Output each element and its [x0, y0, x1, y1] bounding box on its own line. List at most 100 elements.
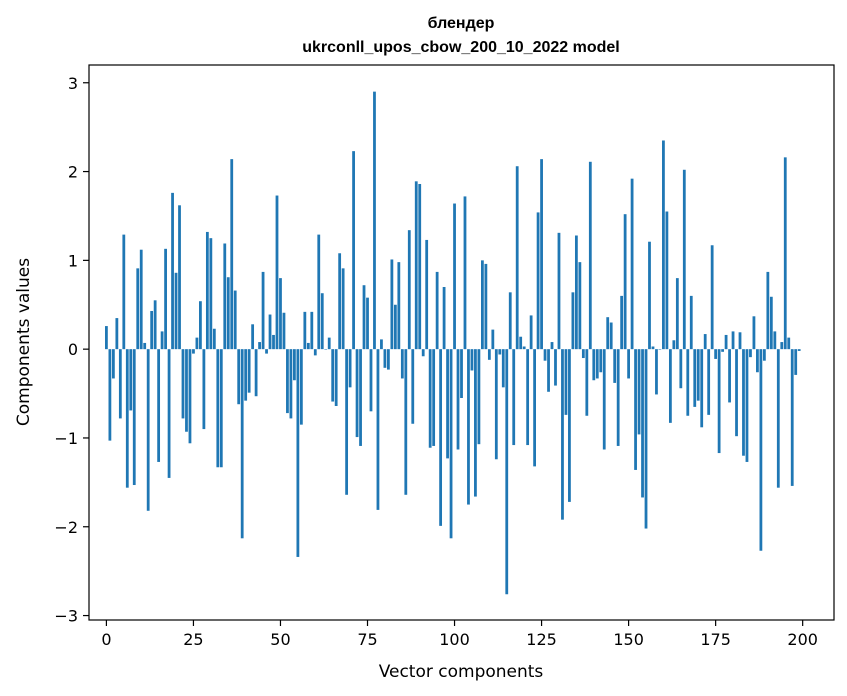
- bar-115: [505, 349, 509, 595]
- bar-93: [428, 349, 432, 448]
- bar-9: [136, 268, 140, 350]
- bar-20: [174, 272, 178, 350]
- bar-5: [122, 234, 126, 350]
- bar-126: [543, 349, 547, 361]
- bar-144: [606, 317, 610, 350]
- bar-138: [585, 349, 589, 416]
- bar-51: [282, 312, 286, 350]
- bar-82: [390, 259, 394, 350]
- bar-181: [735, 349, 738, 437]
- bar-196: [787, 337, 791, 350]
- bar-31: [212, 328, 216, 350]
- bar-151: [630, 178, 634, 350]
- bar-136: [578, 262, 582, 350]
- bar-86: [404, 349, 408, 495]
- bar-157: [651, 346, 655, 350]
- bar-195: [783, 157, 787, 350]
- bar-92: [425, 239, 429, 350]
- y-tick-label: 1: [68, 251, 78, 270]
- bar-111: [491, 329, 495, 350]
- bar-73: [359, 349, 362, 446]
- bar-186: [752, 316, 756, 350]
- bar-191: [769, 296, 773, 350]
- bar-27: [199, 301, 202, 350]
- bar-22: [181, 349, 185, 419]
- bar-18: [167, 349, 171, 478]
- bar-19: [171, 192, 174, 350]
- bar-171: [700, 349, 704, 428]
- bar-55: [296, 349, 300, 557]
- bar-52: [286, 349, 289, 414]
- bar-10: [139, 249, 143, 350]
- x-axis-label: Vector components: [379, 662, 544, 682]
- bar-152: [634, 349, 637, 470]
- bar-32: [216, 349, 220, 468]
- bar-178: [724, 334, 728, 350]
- bar-166: [682, 169, 686, 350]
- bar-103: [463, 196, 467, 350]
- bar-189: [762, 349, 766, 361]
- bar-4: [118, 349, 122, 419]
- bar-40: [244, 349, 248, 401]
- bar-104: [467, 349, 470, 505]
- bar-76: [369, 349, 373, 412]
- bar-66: [334, 349, 338, 406]
- bar-85: [400, 349, 404, 379]
- bar-95: [435, 271, 439, 350]
- bar-128: [550, 342, 554, 350]
- bar-149: [623, 214, 627, 350]
- bar-101: [456, 349, 460, 450]
- bar-33: [219, 349, 223, 468]
- bar-100: [453, 203, 456, 350]
- bar-147: [616, 349, 620, 446]
- bar-169: [693, 349, 697, 407]
- bar-11: [143, 342, 147, 350]
- bar-135: [574, 235, 578, 350]
- bar-74: [362, 285, 366, 350]
- bar-91: [421, 349, 425, 357]
- bar-62: [320, 293, 324, 350]
- bar-16: [160, 331, 164, 350]
- bar-58: [306, 342, 310, 350]
- bar-13: [150, 310, 154, 350]
- bar-38: [237, 349, 241, 405]
- bar-46: [265, 349, 268, 354]
- bar-8: [132, 349, 136, 486]
- y-tick-label: 3: [68, 74, 78, 93]
- x-tick-label: 50: [270, 630, 290, 649]
- bar-197: [790, 349, 794, 486]
- bar-96: [439, 349, 443, 526]
- bar-12: [146, 349, 150, 511]
- x-tick-label: 150: [613, 630, 644, 649]
- bar-61: [317, 234, 321, 350]
- bar-117: [512, 349, 516, 446]
- bar-176: [717, 349, 721, 454]
- bar-174: [710, 245, 714, 350]
- bar-109: [484, 263, 488, 350]
- bar-81: [387, 349, 390, 370]
- bar-72: [355, 349, 359, 438]
- bar-64: [327, 337, 331, 350]
- bar-199: [797, 349, 801, 351]
- bar-156: [648, 241, 651, 350]
- x-tick-label: 75: [357, 630, 377, 649]
- bar-49: [275, 195, 279, 350]
- bar-50: [279, 278, 282, 350]
- bar-35: [226, 277, 230, 350]
- x-tick-label: 125: [526, 630, 557, 649]
- bar-118: [515, 166, 519, 350]
- y-tick-label: −3: [54, 607, 78, 626]
- bar-150: [627, 349, 630, 379]
- bar-184: [745, 349, 749, 462]
- bar-167: [686, 349, 690, 416]
- bar-78: [376, 349, 380, 510]
- bar-25: [192, 349, 195, 354]
- bar-108: [481, 260, 484, 350]
- bar-172: [703, 334, 707, 350]
- bar-65: [331, 349, 335, 402]
- bar-170: [696, 349, 700, 401]
- bar-3: [115, 318, 119, 350]
- x-tick-label: 200: [787, 630, 818, 649]
- bar-145: [609, 322, 613, 350]
